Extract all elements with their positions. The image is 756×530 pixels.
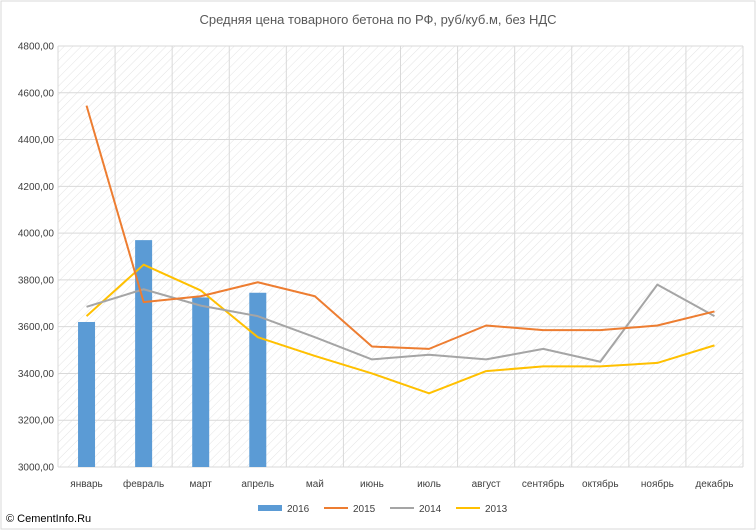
y-tick-label: 4200,00: [18, 182, 55, 193]
y-tick-label: 4000,00: [18, 229, 55, 240]
x-tick-label: апрель: [241, 479, 274, 490]
x-tick-label: декабрь: [695, 478, 733, 490]
watermark: © CementInfo.Ru: [6, 513, 91, 525]
axes: 3000,00 3200,00 3400,00 3600,00 3800,00 4000,…: [18, 42, 734, 491]
legend-label-2014: 2014: [419, 504, 442, 515]
legend-label-2016: 2016: [287, 504, 310, 515]
y-tick-label: 4600,00: [18, 88, 55, 99]
x-tick-label: январь: [70, 479, 102, 490]
y-tick-label: 4800,00: [18, 42, 55, 53]
bar-2016: [135, 240, 153, 467]
y-tick-label: 3400,00: [18, 369, 55, 380]
y-tick-label: 3000,00: [18, 463, 55, 474]
legend-swatch-2016: [258, 505, 282, 511]
line-2013: [85, 263, 715, 395]
y-tick-label: 3800,00: [18, 275, 55, 286]
legend: 2016 2015 2014 2013: [258, 504, 508, 515]
x-tick-label: сентябрь: [522, 478, 565, 490]
bar-2016: [78, 321, 96, 467]
chart-title: Средняя цена товарного бетона по РФ, руб…: [199, 12, 556, 27]
y-tick-label: 4400,00: [18, 135, 55, 146]
x-tick-label: август: [472, 479, 501, 490]
x-tick-label: июль: [417, 479, 441, 490]
x-tick-label: февраль: [123, 478, 164, 490]
line-2014: [86, 283, 715, 363]
x-tick-label: октябрь: [582, 478, 619, 490]
grid: [57, 45, 744, 468]
line-2015: [85, 105, 715, 350]
bar-series: [78, 240, 267, 467]
y-tick-label: 3600,00: [18, 322, 55, 333]
x-tick-label: май: [306, 479, 324, 490]
line-series: [85, 105, 715, 395]
x-tick-label: июнь: [360, 479, 384, 490]
x-tick-label: ноябрь: [641, 478, 674, 490]
bar-2016: [192, 297, 210, 467]
legend-label-2015: 2015: [353, 504, 376, 515]
x-tick-label: март: [190, 479, 213, 490]
legend-label-2013: 2013: [485, 504, 508, 515]
y-tick-label: 3200,00: [18, 416, 55, 427]
bar-2016: [249, 292, 267, 467]
